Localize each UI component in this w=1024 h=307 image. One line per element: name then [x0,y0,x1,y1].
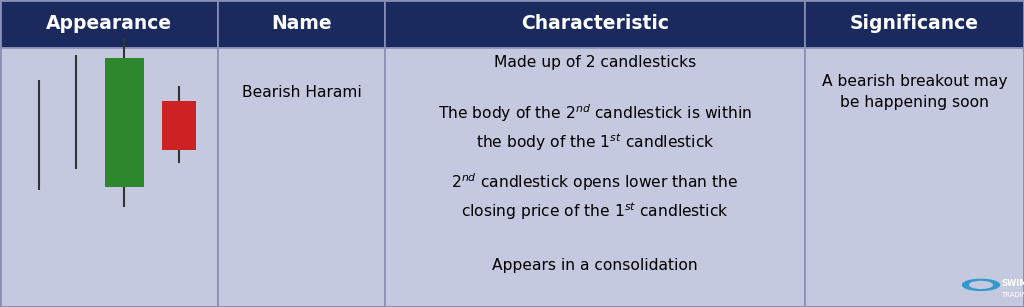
Text: Name: Name [271,14,332,33]
Text: The body of the 2$^{nd}$ candlestick is within
the body of the 1$^{st}$ candlest: The body of the 2$^{nd}$ candlestick is … [438,102,752,153]
Bar [218,0,385,48]
Bar [385,0,805,48]
Bar [0,0,218,48]
Bar [104,58,144,187]
Circle shape [963,279,999,290]
Text: TRADING: TRADING [1001,292,1024,298]
Text: Characteristic: Characteristic [521,14,669,33]
Text: 2$^{nd}$ candlestick opens lower than the
closing price of the 1$^{st}$ candlest: 2$^{nd}$ candlestick opens lower than th… [452,171,738,222]
Text: Appearance: Appearance [46,14,172,33]
Bar [805,0,1024,48]
Bar [162,101,196,150]
Bar [0,48,218,307]
Bar [385,48,805,307]
Bar [218,48,385,307]
Text: Significance: Significance [850,14,979,33]
Text: Bearish Harami: Bearish Harami [242,85,361,99]
Text: A bearish breakout may
be happening soon: A bearish breakout may be happening soon [821,74,1008,110]
Text: SWIM: SWIM [1001,279,1024,289]
Circle shape [970,282,992,288]
Text: Made up of 2 candlesticks: Made up of 2 candlesticks [494,56,696,70]
Text: Appears in a consolidation: Appears in a consolidation [493,258,697,273]
Bar [805,48,1024,307]
